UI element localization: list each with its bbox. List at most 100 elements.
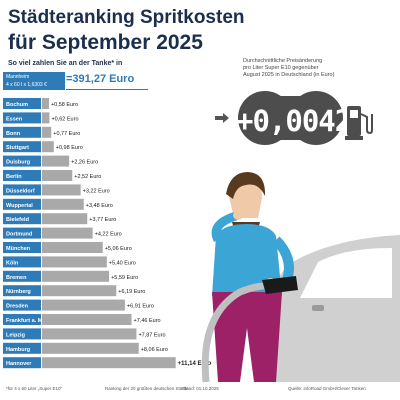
bar xyxy=(42,141,54,153)
city-label-box xyxy=(3,184,41,196)
city-label: Dresden xyxy=(6,304,29,310)
bar xyxy=(42,342,139,354)
value-label: +3,22 Euro xyxy=(83,188,110,194)
city-label: Düsseldorf xyxy=(6,188,35,194)
footer-date: Stand: 01.10.2025 xyxy=(182,386,219,391)
city-label-box xyxy=(3,270,41,282)
city-label: Frankfurt a. M. xyxy=(6,318,44,324)
bar xyxy=(42,213,88,225)
bar xyxy=(42,98,49,109)
city-label: Nürnberg xyxy=(6,289,31,295)
city-label: Hannover xyxy=(6,361,32,367)
value-label: +7,46 Euro xyxy=(134,318,161,324)
city-label-box xyxy=(3,357,41,369)
bar xyxy=(42,270,110,282)
value-label: +5,06 Euro xyxy=(105,246,132,252)
bar xyxy=(42,328,137,340)
value-label: +0,77 Euro xyxy=(53,131,80,137)
city-label-box xyxy=(3,299,41,311)
city-label: Essen xyxy=(6,116,23,122)
city-label-box xyxy=(3,170,41,181)
bar xyxy=(42,314,132,325)
bar xyxy=(42,155,70,167)
page-title-line-1: Städteranking Spritkosten xyxy=(8,7,245,28)
bar xyxy=(42,227,93,239)
city-label-box xyxy=(3,242,41,253)
reference-city-box: Mannheim 4 x 60 l x 1,6303 € xyxy=(3,72,65,90)
reference-underline xyxy=(66,89,148,90)
city-bar-chart: Bochum +0,58 Euro Essen +0,62 Euro Bonn +0,77… xyxy=(3,98,212,369)
reference-formula: 4 x 60 l x 1,6303 € xyxy=(6,82,47,88)
bar xyxy=(42,299,125,311)
city-label-box xyxy=(3,141,41,153)
value-label: +5,40 Euro xyxy=(109,260,136,266)
fuel-nozzle xyxy=(201,276,298,383)
bar xyxy=(42,256,107,268)
city-label-box xyxy=(3,227,41,239)
value-label: +0,62 Euro xyxy=(51,116,78,122)
value-label: +0,98 Euro xyxy=(56,145,83,151)
bar xyxy=(42,170,73,181)
footer-ranking-note: Ranking der 20 größten deutschen Städte xyxy=(105,386,189,391)
value-label: +6,19 Euro xyxy=(118,289,145,295)
city-label-box xyxy=(3,285,41,297)
value-label: +2,26 Euro xyxy=(71,160,98,166)
city-label: Stuttgart xyxy=(6,145,29,151)
city-label-box xyxy=(3,213,41,225)
city-label: Bochum xyxy=(6,102,28,108)
city-label: Bremen xyxy=(6,275,27,281)
value-label: +11,14 Euro xyxy=(178,361,212,367)
value-label: +7,87 Euro xyxy=(138,332,165,338)
city-label: Duisburg xyxy=(6,160,30,166)
city-label-box xyxy=(3,342,41,354)
value-label: +6,91 Euro xyxy=(127,304,154,310)
city-label-box xyxy=(3,256,41,268)
info-text: Durchschnittliche Preisänderung pro Lite… xyxy=(243,58,373,79)
value-label: +5,59 Euro xyxy=(111,275,138,281)
city-label-box xyxy=(3,126,41,138)
price-change-value: +0,0042 xyxy=(236,104,352,138)
value-label: +2,52 Euro xyxy=(74,174,101,180)
city-label-box xyxy=(3,98,41,109)
bar xyxy=(42,112,50,124)
page-title-line-2: für September 2025 xyxy=(8,31,203,54)
city-label-box xyxy=(3,198,41,210)
subtitle: So viel zahlen Sie an der Tanke* in xyxy=(8,60,123,67)
man-figure xyxy=(211,172,294,382)
info-text-line-1: Durchschnittliche Preisänderung xyxy=(243,58,323,64)
value-label: +8,06 Euro xyxy=(141,347,168,353)
fuel-pump-icon xyxy=(345,106,373,140)
bar xyxy=(42,285,117,297)
city-label: Köln xyxy=(6,260,19,266)
bar xyxy=(42,184,81,196)
value-label: +4,22 Euro xyxy=(95,232,122,238)
bar xyxy=(42,242,103,253)
info-text-line-3: August 2025 in Deutschland (in Euro) xyxy=(243,72,335,78)
city-label-box xyxy=(3,155,41,167)
city-label-box xyxy=(3,328,41,340)
bar xyxy=(42,126,52,138)
city-label: Hamburg xyxy=(6,347,30,353)
info-text-line-2: pro Liter Super E10 gegenüber xyxy=(243,65,319,71)
value-label: +0,58 Euro xyxy=(51,102,78,108)
reference-city-label: Mannheim xyxy=(6,74,30,80)
city-label: Berlin xyxy=(6,174,22,180)
city-label: München xyxy=(6,246,31,252)
footer-source: Quelle: infoRoad GmbH/Clever Tanken xyxy=(288,386,366,391)
city-label: Leipzig xyxy=(6,332,25,338)
arrow-right-icon xyxy=(215,113,229,123)
city-label-box xyxy=(3,314,41,325)
value-label: +3,48 Euro xyxy=(86,203,113,209)
city-label-box xyxy=(3,112,41,124)
reference-total-value: =391,27 Euro xyxy=(66,73,135,85)
bar xyxy=(42,198,84,210)
car-silhouette xyxy=(270,235,400,382)
bar xyxy=(42,357,176,369)
value-label: +3,77 Euro xyxy=(89,217,116,223)
city-label: Bonn xyxy=(6,131,21,137)
price-change-bubbles xyxy=(238,91,343,145)
footnote: *für 4 x 60 Liter „Super E10“ xyxy=(6,386,63,391)
city-label: Wuppertal xyxy=(6,203,33,209)
city-label: Bielefeld xyxy=(6,217,29,223)
city-label: Dortmund xyxy=(6,232,32,238)
